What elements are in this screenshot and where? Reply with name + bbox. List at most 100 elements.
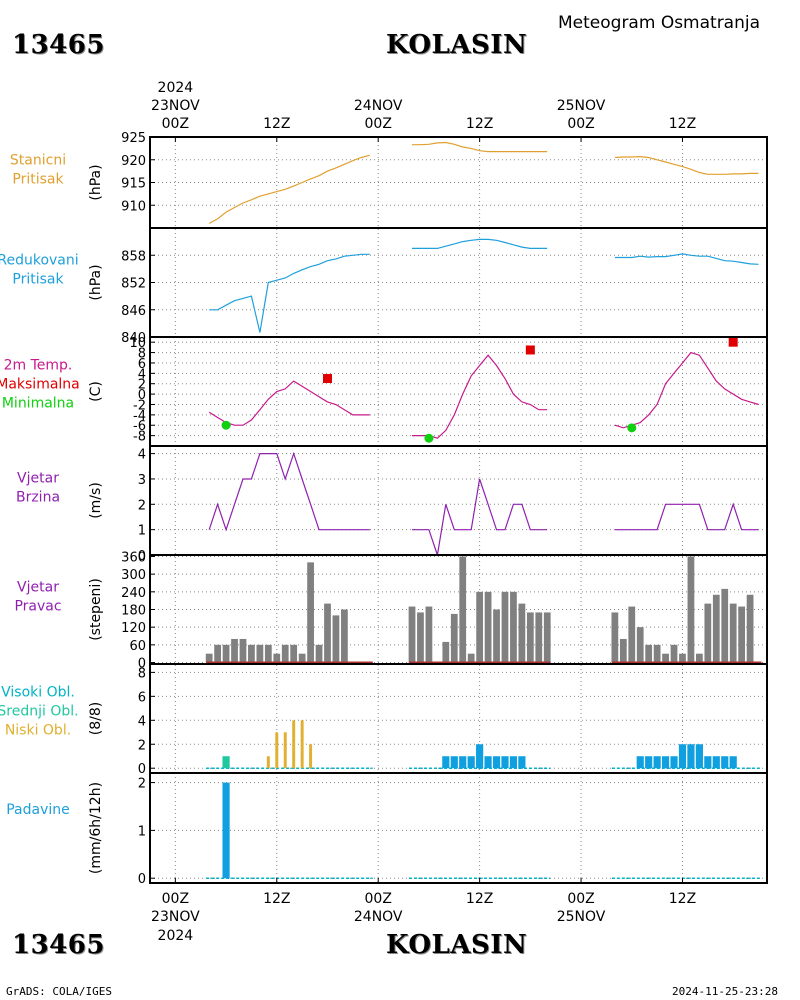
clouds-bar (300, 720, 304, 769)
reduced-pressure-ylabel: (hPa) (88, 264, 104, 300)
wind-direction-bar (653, 644, 661, 663)
clouds-bar (695, 744, 703, 769)
wind-direction-bar (264, 644, 272, 663)
wind-direction-bar (704, 603, 712, 663)
wind-direction-bar (450, 613, 458, 663)
clouds-ytick-label: 8 (138, 666, 146, 681)
reduced-pressure-ytick-label: 840 (121, 331, 146, 346)
clouds-label-line: Visoki Obl. (1, 685, 75, 701)
station-pressure-ytick-label: 910 (121, 199, 146, 214)
temperature-ytick-label: -6 (133, 419, 146, 434)
clouds-bar (678, 744, 687, 769)
wind-direction-bar (510, 591, 517, 663)
wind-speed-ytick-label: 4 (138, 448, 146, 463)
time-tick-bottom: 12Z (466, 891, 493, 907)
reduced-pressure-ytick-label: 852 (121, 277, 146, 292)
time-tick-bottom: 12Z (669, 891, 696, 907)
wind-direction-bar (696, 653, 703, 663)
precipitation-ytick-label: 0 (138, 872, 146, 887)
station-pressure-ylabel: (hPa) (88, 164, 104, 200)
wind-direction-ylabel: (stepeni) (88, 578, 104, 641)
wind-direction-bar (712, 594, 720, 663)
clouds-ytick-label: 0 (138, 762, 146, 777)
wind-direction-bar (324, 603, 331, 663)
clouds-bar (661, 756, 670, 769)
tmin-marker (221, 420, 231, 430)
station-pressure-label-line: Pritisak (12, 172, 64, 188)
wind-direction-label-line: Vjetar (17, 580, 59, 596)
wind-direction-bar (239, 638, 247, 663)
temperature-label-line: Maksimalna (0, 377, 80, 393)
wind-direction-ytick-label: 240 (121, 586, 146, 601)
station-pressure-ytick-label: 915 (121, 177, 146, 192)
wind-direction-bar (205, 653, 213, 663)
clouds-ytick-label: 2 (138, 738, 146, 753)
temperature-frame (149, 336, 768, 447)
reduced-pressure-series-line (412, 238, 548, 249)
wind-direction-bar (746, 594, 754, 663)
wind-direction-bar (721, 588, 729, 663)
station-name-bottom: KOLASIN (386, 930, 528, 960)
temperature-ytick-label: 10 (129, 336, 146, 351)
wind-direction-bar (298, 653, 306, 663)
station-id-bottom: 13465 (12, 930, 105, 960)
wind-direction-bar (408, 606, 416, 663)
tmin-marker (627, 423, 637, 433)
wind-direction-bar (459, 556, 467, 663)
clouds-bar (283, 732, 287, 769)
wind-direction-bar (290, 644, 298, 663)
station-pressure-series-line (208, 154, 370, 224)
clouds-bar (721, 756, 729, 769)
wind-direction-bar (315, 644, 323, 663)
wind-direction-bar (231, 638, 238, 663)
data-layer (205, 141, 762, 879)
clouds-ylabel: (8/8) (88, 702, 104, 735)
wind-direction-bar (248, 644, 255, 663)
clouds-bar (712, 756, 720, 769)
precipitation-bar (222, 782, 230, 879)
wind-direction-bar (425, 606, 433, 663)
wind-direction-bar (526, 612, 534, 663)
wind-direction-bar (467, 653, 475, 663)
wind-direction-bar (619, 638, 627, 663)
tmin-marker (424, 433, 434, 443)
clouds-bar (222, 756, 230, 769)
tmax-marker (525, 345, 535, 355)
wind-direction-bar (273, 653, 281, 663)
time-tick-bottom: 00Z (162, 891, 189, 907)
time-date-top: 25NOV (557, 98, 606, 114)
time-date-bottom: 23NOV (151, 909, 200, 925)
wind-direction-bar (476, 591, 484, 663)
precipitation-label-line: Padavine (6, 802, 70, 818)
station-pressure-label-line: Stanicni (10, 153, 66, 169)
wind-direction-bar (442, 641, 450, 663)
station-pressure-series-line (412, 141, 548, 153)
clouds-bar (509, 756, 518, 769)
wind-speed-ytick-label: 0 (138, 549, 146, 564)
station-pressure-ytick-label: 920 (121, 154, 146, 169)
clouds-bar (645, 756, 653, 769)
wind-direction-ytick-label: 360 (121, 550, 146, 565)
wind-direction-bar (222, 644, 230, 663)
clouds-bar (467, 756, 475, 769)
time-date-top: 23NOV (151, 98, 200, 114)
station-id-top: 13465 (12, 30, 105, 60)
temperature-ytick-label: 0 (138, 388, 146, 403)
temperature-series-line (208, 380, 370, 426)
time-date-bottom: 24NOV (354, 909, 403, 925)
panel-frames (149, 136, 768, 884)
tick-labels: 2024202400Z00Z23NOV23NOV12Z12Z00Z00Z24NO… (121, 80, 696, 944)
clouds-bar (687, 744, 695, 769)
reduced-pressure-ytick-label: 858 (121, 249, 146, 264)
clouds-bar (670, 756, 678, 769)
wind-direction-bar (518, 603, 526, 663)
time-year-top: 2024 (158, 80, 194, 96)
tmax-marker (322, 374, 332, 384)
wind-direction-bar (332, 615, 340, 663)
wind-direction-ytick-label: 180 (121, 604, 146, 619)
clouds-ytick-label: 4 (138, 714, 146, 729)
clouds-bar (636, 756, 644, 769)
time-tick-bottom: 00Z (567, 891, 594, 907)
precipitation-ytick-label: 2 (138, 777, 146, 792)
